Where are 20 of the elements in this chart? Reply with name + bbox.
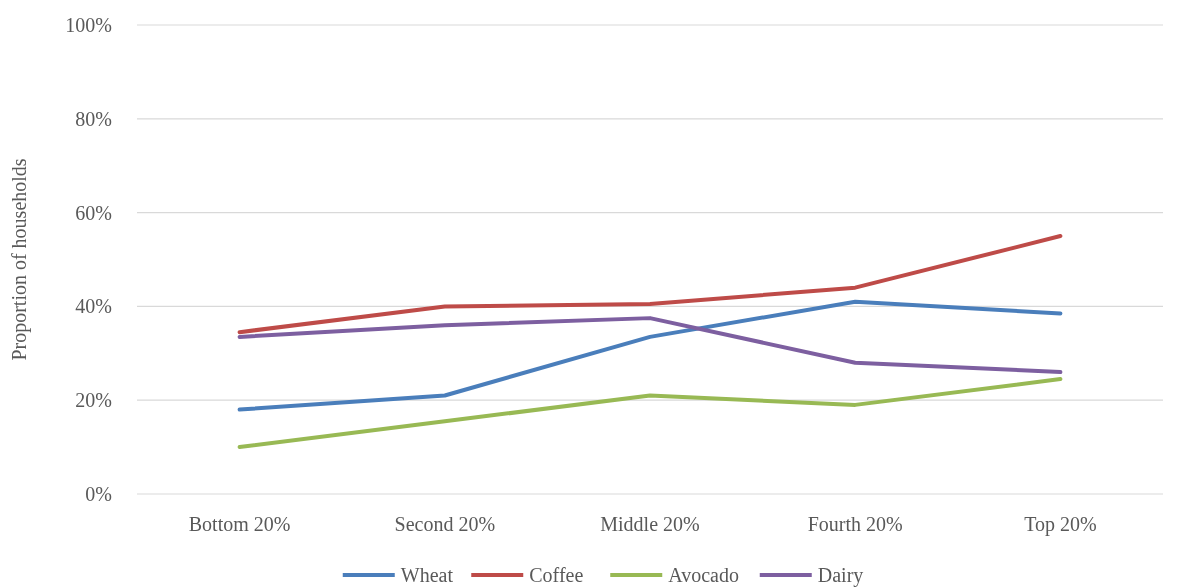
line-series bbox=[237, 234, 1063, 335]
y-tick-label: 40% bbox=[75, 295, 112, 318]
line-series bbox=[237, 377, 1063, 450]
legend-label: Coffee bbox=[529, 564, 584, 586]
y-tick-label: 20% bbox=[75, 389, 112, 412]
y-tick-label: 80% bbox=[75, 107, 112, 130]
x-tick-label: Top 20% bbox=[1024, 513, 1097, 536]
x-tick-label: Second 20% bbox=[394, 513, 496, 535]
y-tick-label: 0% bbox=[85, 483, 112, 505]
legend-label: Wheat bbox=[400, 564, 454, 586]
line-series bbox=[237, 299, 1063, 412]
y-tick-label: 100% bbox=[65, 14, 112, 36]
legend-label: Dairy bbox=[817, 564, 864, 587]
x-tick-label: Fourth 20% bbox=[807, 513, 903, 535]
x-tick-label: Bottom 20% bbox=[188, 513, 291, 535]
y-axis-title: Proportion of households bbox=[8, 158, 31, 361]
legend-label: Avocado bbox=[668, 564, 739, 586]
x-tick-label: Middle 20% bbox=[600, 513, 700, 535]
y-tick-label: 60% bbox=[75, 201, 112, 224]
line-series bbox=[237, 316, 1063, 375]
